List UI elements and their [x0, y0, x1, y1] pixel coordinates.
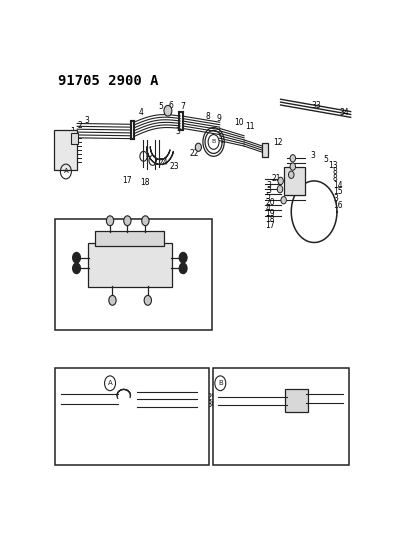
Text: 2: 2	[77, 122, 82, 131]
Text: 18: 18	[265, 215, 275, 224]
Text: 15: 15	[334, 187, 343, 196]
FancyBboxPatch shape	[88, 243, 172, 287]
Text: 23: 23	[169, 162, 179, 171]
Text: 13: 13	[328, 161, 338, 170]
Text: 14: 14	[334, 181, 343, 190]
Circle shape	[109, 295, 116, 305]
Circle shape	[107, 216, 114, 225]
Text: 18: 18	[141, 177, 150, 187]
Text: 3: 3	[310, 150, 315, 159]
Text: 21: 21	[272, 174, 281, 183]
Text: 25: 25	[60, 390, 71, 399]
Circle shape	[144, 295, 151, 305]
FancyBboxPatch shape	[284, 167, 305, 195]
Text: 7: 7	[180, 102, 185, 111]
Text: 10: 10	[234, 118, 244, 127]
Text: 19: 19	[265, 209, 275, 218]
Text: 5: 5	[265, 192, 270, 201]
Text: 30: 30	[207, 400, 217, 409]
Text: 5: 5	[323, 155, 328, 164]
Text: (MODULATOR): (MODULATOR)	[105, 315, 160, 324]
Text: A: A	[64, 168, 68, 174]
Text: 29: 29	[207, 393, 217, 402]
Text: B: B	[211, 140, 216, 144]
FancyBboxPatch shape	[55, 219, 212, 330]
Text: 91705 2900 A: 91705 2900 A	[58, 74, 159, 88]
Text: 32: 32	[329, 398, 340, 407]
Text: B: B	[218, 380, 223, 386]
Text: 3: 3	[267, 186, 272, 195]
Text: 6: 6	[169, 101, 173, 109]
Text: 17: 17	[265, 221, 275, 230]
Text: 20: 20	[265, 198, 275, 207]
Text: 23: 23	[189, 264, 200, 273]
Text: 16: 16	[144, 304, 155, 313]
Circle shape	[142, 216, 149, 225]
Text: 3: 3	[267, 181, 272, 190]
Circle shape	[164, 106, 172, 116]
Text: 8: 8	[109, 304, 114, 313]
Text: 3: 3	[176, 127, 180, 136]
Text: 9: 9	[216, 114, 221, 123]
Circle shape	[179, 252, 187, 263]
Circle shape	[195, 143, 202, 151]
Text: 3: 3	[84, 116, 89, 125]
Circle shape	[179, 263, 187, 273]
Text: 31: 31	[329, 390, 340, 399]
Text: 17: 17	[122, 176, 132, 185]
Text: 26: 26	[60, 399, 71, 408]
Text: 9: 9	[189, 253, 195, 262]
Circle shape	[288, 171, 294, 179]
FancyBboxPatch shape	[262, 143, 268, 157]
Circle shape	[124, 216, 131, 225]
Circle shape	[290, 163, 296, 170]
Text: 11: 11	[62, 253, 72, 262]
Text: 8: 8	[333, 174, 338, 183]
Circle shape	[277, 185, 283, 193]
FancyBboxPatch shape	[213, 368, 349, 465]
Text: 12: 12	[273, 138, 283, 147]
FancyBboxPatch shape	[285, 390, 308, 413]
FancyBboxPatch shape	[71, 133, 78, 143]
FancyBboxPatch shape	[95, 231, 164, 246]
Circle shape	[73, 252, 81, 263]
FancyBboxPatch shape	[55, 368, 209, 465]
Text: 34: 34	[339, 108, 349, 117]
Text: 24: 24	[159, 158, 168, 167]
Text: 19: 19	[62, 264, 72, 273]
Circle shape	[278, 177, 283, 184]
Text: 3: 3	[334, 194, 338, 203]
Text: 1: 1	[70, 127, 75, 136]
Text: 4: 4	[139, 108, 144, 117]
Text: 27: 27	[198, 402, 209, 411]
FancyBboxPatch shape	[54, 131, 77, 170]
Text: 28: 28	[198, 395, 209, 404]
Text: 25: 25	[198, 388, 209, 397]
Circle shape	[73, 263, 81, 273]
Text: 11: 11	[246, 122, 255, 131]
Circle shape	[290, 155, 296, 162]
Text: 5: 5	[159, 102, 163, 111]
Text: A: A	[108, 380, 112, 386]
Text: 8: 8	[206, 111, 211, 120]
Circle shape	[281, 197, 286, 204]
Text: 22: 22	[189, 149, 199, 158]
Text: 16: 16	[334, 201, 343, 210]
Text: 33: 33	[312, 101, 321, 110]
Text: 4: 4	[265, 204, 270, 213]
Text: 8: 8	[333, 167, 338, 176]
